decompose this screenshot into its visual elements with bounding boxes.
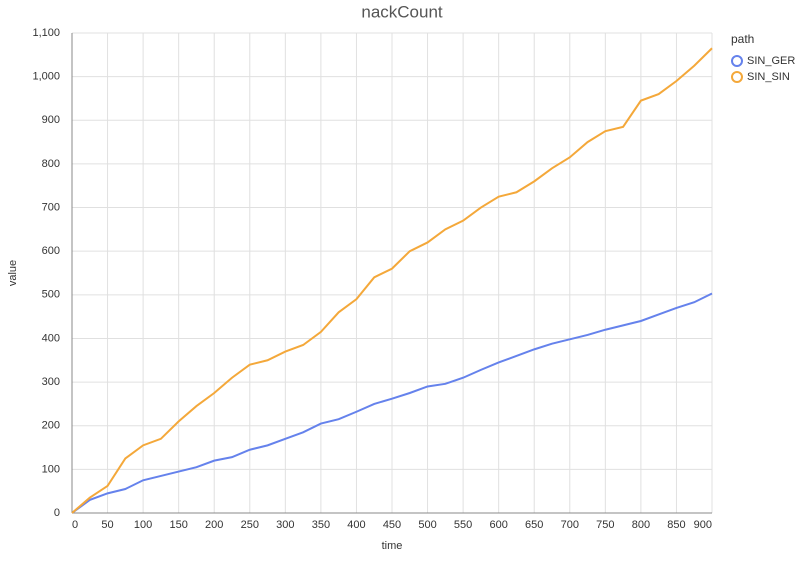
x-tick-label: 300 (276, 519, 294, 531)
x-tick-label: 650 (525, 519, 543, 531)
y-tick-label: 500 (42, 289, 60, 301)
series-line (71, 292, 713, 514)
y-tick-label: 600 (42, 245, 60, 257)
y-tick-label: 1,100 (32, 27, 60, 39)
x-tick-label: 100 (134, 519, 152, 531)
x-tick-label: 500 (418, 519, 436, 531)
x-tick-label: 200 (205, 519, 223, 531)
legend-symbol (731, 55, 743, 67)
x-tick-label: 900 (694, 519, 712, 531)
x-tick-label: 400 (347, 519, 365, 531)
x-tick-label: 450 (383, 519, 401, 531)
x-tick-label: 800 (632, 519, 650, 531)
x-tick-label: 750 (596, 519, 614, 531)
x-tick-label: 350 (312, 519, 330, 531)
y-tick-label: 1,000 (32, 71, 60, 83)
x-tick-label: 250 (241, 519, 259, 531)
y-axis-title: value (7, 260, 19, 286)
y-tick-label: 700 (42, 201, 60, 213)
y-tick-label: 0 (54, 507, 60, 519)
y-tick-label: 400 (42, 332, 60, 344)
series-line (71, 47, 713, 514)
y-tick-label: 900 (42, 114, 60, 126)
legend-symbol (731, 71, 743, 83)
y-tick-label: 200 (42, 420, 60, 432)
x-tick-label: 600 (489, 519, 507, 531)
y-tick-label: 800 (42, 158, 60, 170)
y-tick-label: 100 (42, 463, 60, 475)
x-tick-label: 850 (667, 519, 685, 531)
chart-title: nackCount (361, 2, 443, 21)
x-tick-label: 550 (454, 519, 472, 531)
legend-label: SIN_GER (747, 55, 795, 67)
x-tick-label: 50 (101, 519, 113, 531)
x-tick-label: 150 (169, 519, 187, 531)
x-axis-title: time (382, 540, 403, 552)
x-tick-label: 700 (561, 519, 579, 531)
y-tick-label: 300 (42, 376, 60, 388)
legend-title: path (731, 32, 754, 46)
legend-label: SIN_SIN (747, 71, 790, 83)
x-tick-label: 0 (72, 519, 78, 531)
